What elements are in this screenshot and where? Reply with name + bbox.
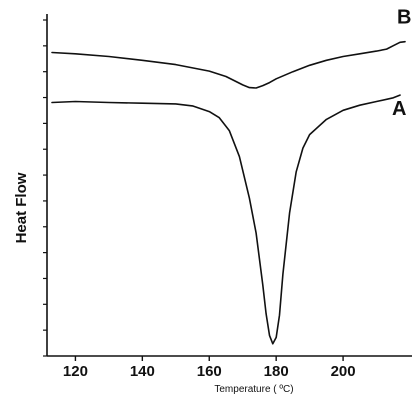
series-label-a: A — [392, 98, 406, 120]
series-label-b: B — [397, 7, 411, 29]
x-axis-ticks: 120 140 160 180 200 — [63, 356, 356, 380]
x-axis-label: Temperature ( ºC) — [214, 384, 293, 395]
y-axis-label: Heat Flow — [13, 172, 30, 243]
x-tick-label: 160 — [197, 363, 222, 380]
x-tick-label: 200 — [331, 363, 356, 380]
curves: BA — [51, 7, 411, 345]
x-tick-label: 180 — [264, 363, 289, 380]
x-tick-label: 120 — [63, 363, 88, 380]
x-tick-label: 140 — [130, 363, 155, 380]
axes — [46, 14, 412, 357]
y-axis-ticks — [43, 19, 47, 357]
series-line-a — [51, 94, 401, 345]
series-line-b — [51, 40, 406, 89]
